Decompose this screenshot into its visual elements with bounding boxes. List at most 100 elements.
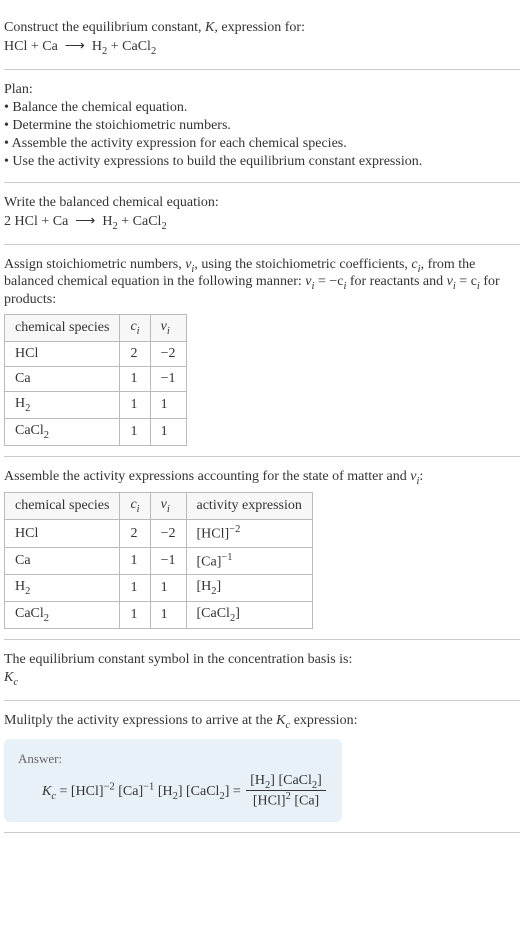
mult-k: K bbox=[276, 713, 285, 728]
plan-section: Plan: • Balance the chemical equation. •… bbox=[4, 70, 520, 183]
cell-v: −1 bbox=[150, 366, 186, 391]
cell-act: [HCl]−2 bbox=[186, 520, 312, 548]
assign-t2: , using the stoichiometric coefficients, bbox=[194, 257, 411, 272]
cell-sp: Ca bbox=[5, 547, 120, 575]
ans-eq1: = [HCl] bbox=[56, 784, 104, 799]
ans-mid4: ] = bbox=[225, 784, 245, 799]
plan-bullet-4: • Use the activity expressions to build … bbox=[4, 154, 520, 170]
sub-i10: i bbox=[137, 504, 140, 515]
sp-h2: H bbox=[15, 396, 25, 411]
k-symbol: K bbox=[205, 20, 214, 35]
ans-e2: −1 bbox=[143, 781, 154, 792]
cell-v: 1 bbox=[150, 391, 186, 418]
act-h2-close: ] bbox=[217, 579, 222, 594]
stoich-table: chemical species ci νi HCl 2 −2 Ca 1 −1 … bbox=[4, 314, 187, 445]
cell-v: −2 bbox=[150, 520, 186, 548]
cell-c: 1 bbox=[120, 366, 150, 391]
cell-sp: H2 bbox=[5, 575, 120, 602]
ans-e1: −2 bbox=[104, 781, 115, 792]
arrow-icon: ⟶ bbox=[65, 39, 85, 54]
ans-mid3: ] [CaCl bbox=[178, 784, 220, 799]
table-header-row: chemical species ci νi bbox=[5, 315, 187, 342]
activity-table: chemical species ci νi activity expressi… bbox=[4, 492, 313, 629]
k-letter: K bbox=[4, 670, 13, 685]
cell-act: [Ca]−1 bbox=[186, 547, 312, 575]
mult-t1: Mulitply the activity expressions to arr… bbox=[4, 713, 276, 728]
cell-v: −1 bbox=[150, 547, 186, 575]
den2: [Ca] bbox=[291, 794, 319, 809]
sp-h2b: H bbox=[15, 579, 25, 594]
table-row: CaCl2 1 1 bbox=[5, 418, 187, 445]
bal-lhs: 2 HCl + Ca bbox=[4, 214, 68, 229]
symbol-section: The equilibrium constant symbol in the c… bbox=[4, 640, 520, 701]
act-ca: [Ca] bbox=[197, 554, 222, 569]
ans-k: K bbox=[42, 784, 51, 799]
balanced-section: Write the balanced chemical equation: 2 … bbox=[4, 183, 520, 245]
unbalanced-equation: HCl + Ca ⟶ H2 + CaCl2 bbox=[4, 38, 520, 57]
sp-h2b-sub: 2 bbox=[25, 586, 30, 597]
col-species: chemical species bbox=[5, 493, 120, 520]
eq-lhs: HCl + Ca bbox=[4, 39, 58, 54]
eq-rhs-h2: H bbox=[92, 39, 102, 54]
prompt-line: Construct the equilibrium constant, K, e… bbox=[4, 20, 520, 36]
table-header-row: chemical species ci νi activity expressi… bbox=[5, 493, 313, 520]
cell-sp: HCl bbox=[5, 341, 120, 366]
cell-c: 1 bbox=[120, 575, 150, 602]
assemble-section: Assemble the activity expressions accoun… bbox=[4, 457, 520, 641]
cell-sp: CaCl2 bbox=[5, 418, 120, 445]
act-cacl2: [CaCl bbox=[197, 606, 230, 621]
cell-c: 2 bbox=[120, 341, 150, 366]
assign-t4: for reactants and bbox=[346, 274, 446, 289]
assign-text: Assign stoichiometric numbers, νi, using… bbox=[4, 257, 520, 309]
cell-sp: CaCl2 bbox=[5, 602, 120, 629]
col-vi: νi bbox=[150, 493, 186, 520]
arrow-icon-2: ⟶ bbox=[75, 214, 95, 229]
mult-t2: expression: bbox=[290, 713, 357, 728]
cell-act: [H2] bbox=[186, 575, 312, 602]
cell-c: 1 bbox=[120, 602, 150, 629]
table-row: HCl 2 −2 bbox=[5, 341, 187, 366]
frac-den: [HCl]2 [Ca] bbox=[246, 791, 326, 810]
cell-c: 1 bbox=[120, 391, 150, 418]
rel2b: = c bbox=[456, 274, 477, 289]
balanced-equation: 2 HCl + Ca ⟶ H2 + CaCl2 bbox=[4, 213, 520, 232]
cell-c: 2 bbox=[120, 520, 150, 548]
num2: ] [CaCl bbox=[270, 773, 312, 788]
multiply-section: Mulitply the activity expressions to arr… bbox=[4, 701, 520, 833]
col-ci: ci bbox=[120, 315, 150, 342]
sp-cacl2-sub: 2 bbox=[44, 430, 49, 441]
sp-h2-sub: 2 bbox=[25, 403, 30, 414]
table-row: H2 1 1 [H2] bbox=[5, 575, 313, 602]
cell-v: 1 bbox=[150, 575, 186, 602]
num3: ] bbox=[317, 773, 322, 788]
num1: [H bbox=[250, 773, 265, 788]
cell-act: [CaCl2] bbox=[186, 602, 312, 629]
bal-rhs-cacl: + CaCl bbox=[118, 214, 162, 229]
prompt-text-2: , expression for: bbox=[214, 20, 305, 35]
col-species: chemical species bbox=[5, 315, 120, 342]
act-cacl2-close: ] bbox=[235, 606, 240, 621]
prompt-text: Construct the equilibrium constant, bbox=[4, 20, 205, 35]
sp-cacl2b-sub: 2 bbox=[44, 613, 49, 624]
exp-ca: −1 bbox=[221, 552, 232, 563]
symbol-text: The equilibrium constant symbol in the c… bbox=[4, 652, 520, 668]
k-sub: c bbox=[13, 677, 18, 688]
sub-2b: 2 bbox=[151, 46, 156, 57]
frac-num: [H2] [CaCl2] bbox=[246, 773, 326, 792]
sub-2d: 2 bbox=[161, 221, 166, 232]
cell-c: 1 bbox=[120, 547, 150, 575]
act-hcl: [HCl] bbox=[197, 527, 230, 542]
assemble-colon: : bbox=[419, 469, 423, 484]
assemble-t: Assemble the activity expressions accoun… bbox=[4, 469, 410, 484]
assign-t1: Assign stoichiometric numbers, bbox=[4, 257, 185, 272]
table-row: Ca 1 −1 bbox=[5, 366, 187, 391]
assign-section: Assign stoichiometric numbers, νi, using… bbox=[4, 245, 520, 457]
bal-rhs-h2: H bbox=[102, 214, 112, 229]
plan-bullet-1: • Balance the chemical equation. bbox=[4, 100, 520, 116]
table-row: CaCl2 1 1 [CaCl2] bbox=[5, 602, 313, 629]
fraction: [H2] [CaCl2][HCl]2 [Ca] bbox=[246, 773, 326, 810]
cell-sp: H2 bbox=[5, 391, 120, 418]
cell-sp: HCl bbox=[5, 520, 120, 548]
den1: [HCl] bbox=[253, 794, 286, 809]
sub-i8: i bbox=[167, 326, 170, 337]
